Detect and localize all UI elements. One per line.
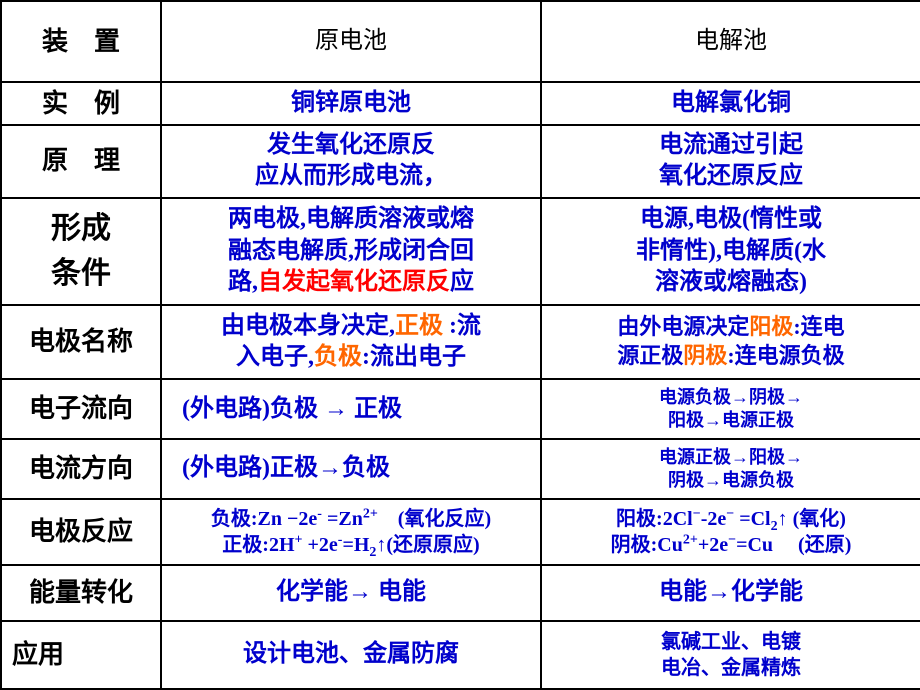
principle-b: 电流通过引起 氧化还原反应 [541, 125, 920, 198]
condition-b: 电源,电极(惰性或 非惰性),电解质(水 溶液或熔融态) [541, 198, 920, 305]
condition-a-l3-hl: 自发起氧化还原反 [258, 269, 450, 295]
row-application: 应用 设计电池、金属防腐 氯碱工业、电镀 电冶、金属精炼 [1, 621, 920, 689]
en-a2-pre: 入电子, [236, 344, 314, 370]
condition-a-l1: 两电极,电解质溶液或熔 [228, 206, 474, 232]
label-condition-l1: 形成 [51, 212, 111, 245]
label-condition-l2: 条件 [51, 257, 111, 290]
electron-flow-a: (外电路)负极 → 正极 [161, 379, 541, 439]
electrode-rxn-a: 负极:Zn −2e- =Zn2+ (氧化反应) 正极:2H+ +2e-=H2↑(… [161, 499, 541, 565]
principle-a-l2: 应从而形成电流， [255, 163, 447, 189]
header-device: 装 置 [1, 1, 161, 82]
en-b2-post: :连电源负极 [727, 343, 844, 368]
header-col-a: 原电池 [161, 1, 541, 82]
principle-a: 发生氧化还原反 应从而形成电流， [161, 125, 541, 198]
ef-b-l2: 阳极→电源正极 [668, 410, 794, 430]
app-b-l2: 电冶、金属精炼 [661, 657, 801, 679]
condition-a-l3-post: 应 [450, 269, 474, 295]
er-b-l2: 阴极:Cu2++2e−=Cu (还原) [611, 534, 852, 556]
en-a1-hl: 正极 [395, 313, 443, 339]
current-dir-b: 电源正极→阳极→ 阴极→电源负极 [541, 439, 920, 499]
label-energy: 能量转化 [1, 565, 161, 621]
condition-a-l2: 融态电解质,形成闭合回 [228, 238, 474, 264]
electrode-name-a: 由电极本身决定,正极 :流 入电子,负极:流出电子 [161, 305, 541, 380]
label-current-dir: 电流方向 [1, 439, 161, 499]
application-b: 氯碱工业、电镀 电冶、金属精炼 [541, 621, 920, 689]
en-a2-post: :流出电子 [362, 344, 466, 370]
row-example: 实 例 铜锌原电池 电解氯化铜 [1, 82, 920, 125]
cd-b-l2: 阴极→电源负极 [668, 470, 794, 490]
label-application: 应用 [1, 621, 161, 689]
row-principle: 原 理 发生氧化还原反 应从而形成电流， 电流通过引起 氧化还原反应 [1, 125, 920, 198]
en-a2-hl: 负极 [314, 344, 362, 370]
er-b-l1: 阳极:2Cl−-2e− =Cl2↑ (氧化) [616, 508, 846, 530]
example-a: 铜锌原电池 [161, 82, 541, 125]
header-col-b: 电解池 [541, 1, 920, 82]
electron-flow-b: 电源负极→阴极→ 阳极→电源正极 [541, 379, 920, 439]
en-b1-hl: 阳极 [749, 314, 793, 339]
en-b2-hl: 阴极 [683, 343, 727, 368]
row-electron-flow: 电子流向 (外电路)负极 → 正极 电源负极→阴极→ 阳极→电源正极 [1, 379, 920, 439]
en-a1-pre: 由电极本身决定, [221, 313, 395, 339]
current-dir-a: (外电路)正极→负极 [161, 439, 541, 499]
label-electron-flow: 电子流向 [1, 379, 161, 439]
er-a-l1: 负极:Zn −2e- =Zn2+ (氧化反应) [211, 508, 491, 530]
electrode-rxn-b: 阳极:2Cl−-2e− =Cl2↑ (氧化) 阴极:Cu2++2e−=Cu (还… [541, 499, 920, 565]
principle-b-l2: 氧化还原反应 [659, 163, 803, 189]
application-a: 设计电池、金属防腐 [161, 621, 541, 689]
ef-b-l1: 电源负极→阴极→ [659, 387, 803, 407]
label-example: 实 例 [1, 82, 161, 125]
electrode-name-b: 由外电源决定阳极:连电 源正极阴极:连电源负极 [541, 305, 920, 380]
en-a1-post: :流 [443, 313, 481, 339]
row-electrode-name: 电极名称 由电极本身决定,正极 :流 入电子,负极:流出电子 由外电源决定阳极:… [1, 305, 920, 380]
principle-b-l1: 电流通过引起 [659, 132, 803, 158]
condition-b-l3: 溶液或熔融态) [655, 269, 807, 295]
label-electrode-rxn: 电极反应 [1, 499, 161, 565]
energy-b: 电能→化学能 [541, 565, 920, 621]
cd-b-l1: 电源正极→阳极→ [659, 447, 803, 467]
en-b1-post: :连电 [793, 314, 844, 339]
condition-b-l2: 非惰性),电解质(水 [636, 238, 826, 264]
row-current-dir: 电流方向 (外电路)正极→负极 电源正极→阳极→ 阴极→电源负极 [1, 439, 920, 499]
en-b2-pre: 源正极 [617, 343, 683, 368]
energy-a: 化学能→ 电能 [161, 565, 541, 621]
en-b1-pre: 由外电源决定 [617, 314, 749, 339]
condition-b-l1: 电源,电极(惰性或 [640, 206, 822, 232]
example-b: 电解氯化铜 [541, 82, 920, 125]
row-electrode-rxn: 电极反应 负极:Zn −2e- =Zn2+ (氧化反应) 正极:2H+ +2e-… [1, 499, 920, 565]
label-principle: 原 理 [1, 125, 161, 198]
er-a-l2: 正极:2H+ +2e-=H2↑(还原原应) [222, 534, 479, 556]
label-condition: 形成 条件 [1, 198, 161, 305]
comparison-table: 装 置 原电池 电解池 实 例 铜锌原电池 电解氯化铜 原 理 发生氧化还原反 … [0, 0, 920, 690]
app-b-l1: 氯碱工业、电镀 [661, 631, 801, 653]
label-electrode-name: 电极名称 [1, 305, 161, 380]
row-energy: 能量转化 化学能→ 电能 电能→化学能 [1, 565, 920, 621]
condition-a: 两电极,电解质溶液或熔 融态电解质,形成闭合回 路,自发起氧化还原反应 [161, 198, 541, 305]
principle-a-l1: 发生氧化还原反 [267, 132, 435, 158]
row-condition: 形成 条件 两电极,电解质溶液或熔 融态电解质,形成闭合回 路,自发起氧化还原反… [1, 198, 920, 305]
condition-a-l3-pre: 路, [228, 269, 258, 295]
row-header: 装 置 原电池 电解池 [1, 1, 920, 82]
